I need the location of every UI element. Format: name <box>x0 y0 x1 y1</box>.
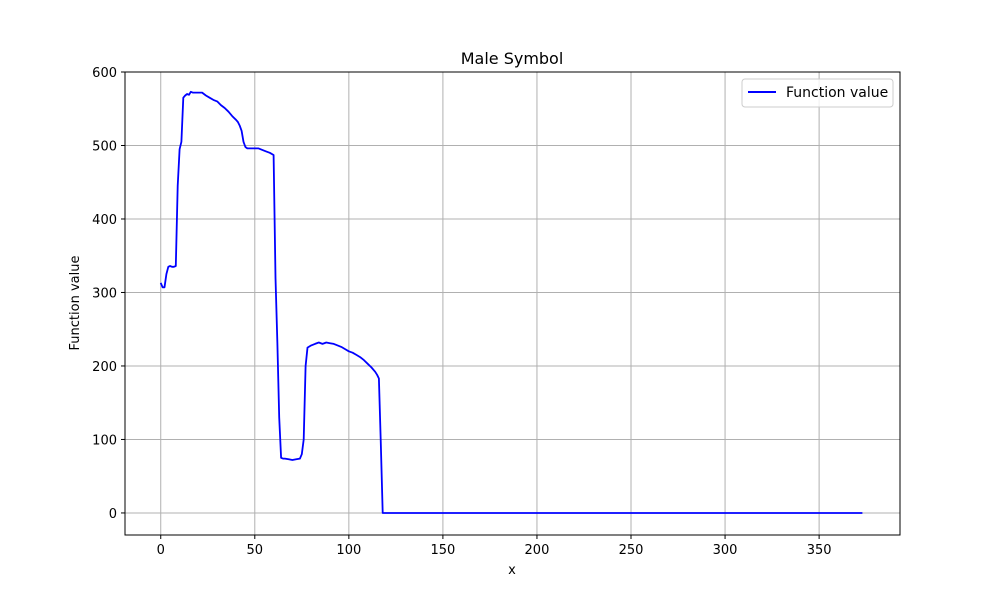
y-tick-label: 100 <box>92 433 117 448</box>
x-tick-label: 100 <box>336 543 361 558</box>
plot-area-frame <box>124 71 901 536</box>
legend: Function value <box>741 78 894 108</box>
y-tick-label: 200 <box>92 360 117 375</box>
series-layer <box>159 90 863 514</box>
x-axis-label: x <box>508 563 516 578</box>
y-axis-label: Function value <box>68 256 83 351</box>
x-tick-label: 150 <box>430 543 455 558</box>
x-tick-label: 250 <box>619 543 644 558</box>
chart-title: Male Symbol <box>461 49 564 68</box>
y-tick-label: 500 <box>92 139 117 154</box>
series-line-function-value <box>159 90 863 514</box>
y-axis-ticks: 0 100 200 300 400 500 600 <box>92 66 125 522</box>
x-tick-label: 350 <box>807 543 832 558</box>
y-tick-label: 300 <box>92 286 117 301</box>
x-tick-label: 200 <box>525 543 550 558</box>
grid <box>125 71 900 535</box>
legend-box <box>741 78 894 108</box>
y-tick-label: 400 <box>92 213 117 228</box>
x-tick-label: 50 <box>247 543 264 558</box>
y-tick-label: 0 <box>109 507 117 522</box>
legend-label: Function value <box>786 85 888 101</box>
y-tick-label: 600 <box>92 66 117 81</box>
x-tick-label: 300 <box>713 543 738 558</box>
x-axis-ticks: 0 50 100 150 200 250 300 350 <box>157 535 832 558</box>
x-tick-label: 0 <box>157 543 165 558</box>
